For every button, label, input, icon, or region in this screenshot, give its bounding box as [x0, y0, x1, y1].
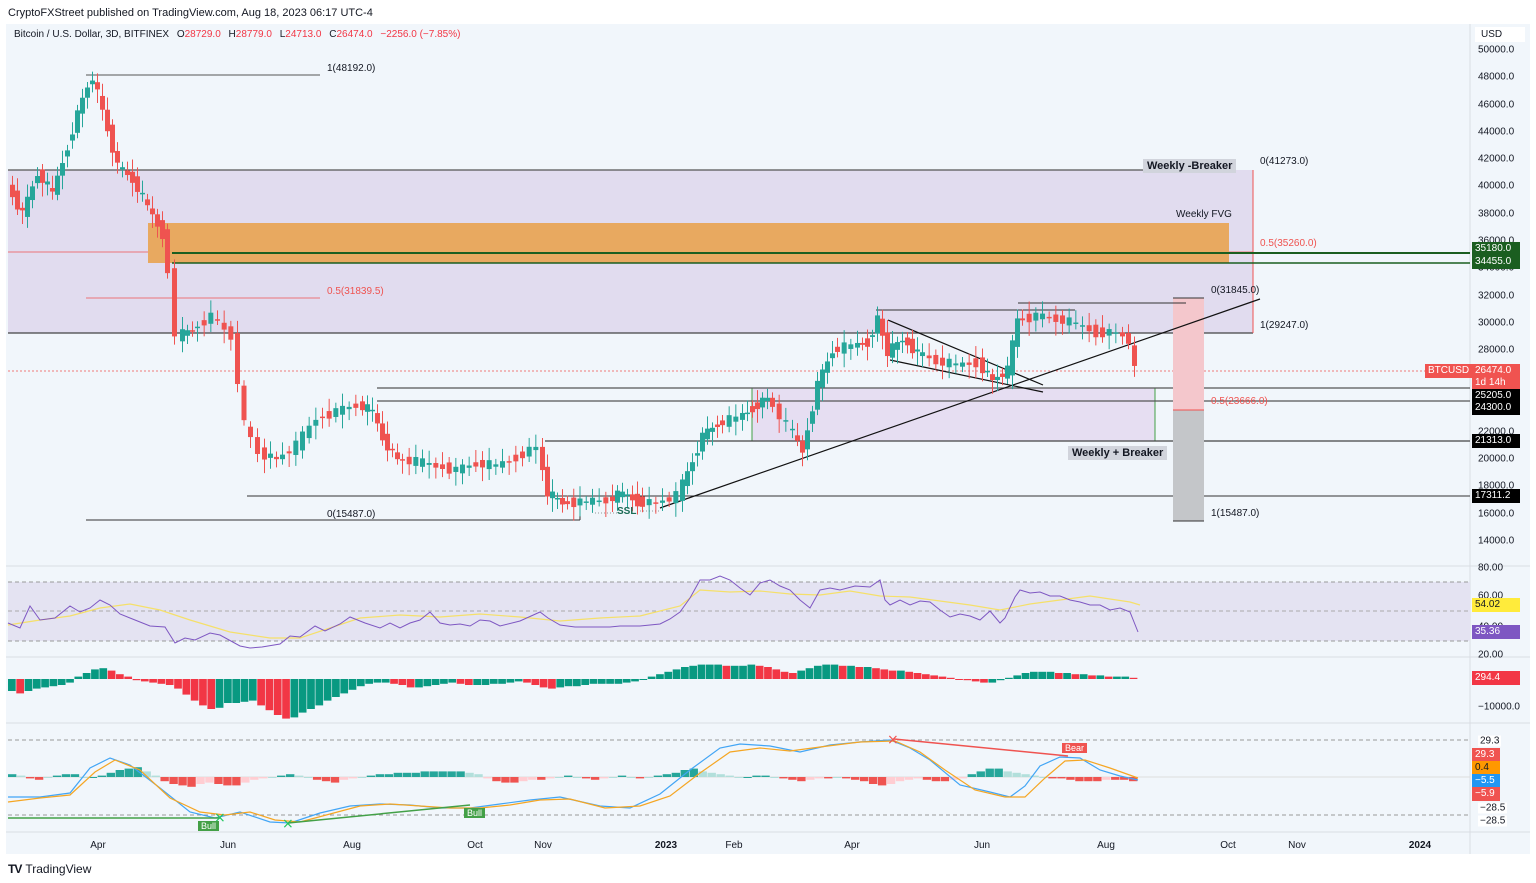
price-tick: 30000.0 [1478, 317, 1515, 329]
osc-tag: 29.3 [1472, 748, 1500, 762]
price-level-tag: 35180.0 [1472, 242, 1520, 256]
rsi-tick: 20.00 [1478, 649, 1504, 661]
close-value: 26474.0 [336, 29, 373, 40]
time-tick: Aug [343, 840, 361, 851]
osc-tag: 0.4 [1472, 761, 1500, 775]
ohlc-legend: Bitcoin / U.S. Dollar, 3D, BITFINEX O287… [14, 29, 461, 40]
osc-tick: −28.5 [1478, 802, 1508, 814]
change-value: −2256.0 (−7.85%) [380, 29, 461, 40]
open-value: 28729.0 [184, 29, 221, 40]
price-tick: 14000.0 [1478, 535, 1515, 547]
price-level-tag: 25205.0 [1472, 389, 1520, 403]
rsi-tick: 80.00 [1478, 562, 1504, 574]
weekly-neg-breaker-label: Weekly -Breaker [1143, 159, 1237, 173]
bull-label-2: Bull [464, 808, 486, 818]
price-tick: 40000.0 [1478, 180, 1515, 192]
tradingview-logo: TV TradingView [8, 862, 92, 876]
time-tick: Nov [1288, 840, 1306, 851]
svg-text:×: × [282, 816, 294, 832]
price-level-tag: 21313.0 [1472, 434, 1520, 448]
price-tick: 32000.0 [1478, 290, 1515, 301]
tradingview-icon: TV [8, 862, 22, 876]
time-tick: Nov [534, 840, 552, 851]
svg-text:×: × [214, 810, 226, 826]
price-tick: 36000.0 [1478, 235, 1515, 247]
osc-tag: −5.5 [1472, 774, 1500, 788]
high-value: 28779.0 [235, 29, 272, 40]
bear-label: Bear [1062, 743, 1088, 753]
fib-41273-label: 0(41273.0) [1260, 156, 1309, 167]
low-value: 24713.0 [285, 29, 322, 40]
ssl-label: SSL [617, 506, 637, 517]
fib-23666-label: 0.5(23666.0) [1211, 396, 1268, 407]
price-tick: 16000.0 [1478, 508, 1515, 520]
bull-label-1: Bull [198, 821, 220, 831]
time-tick: Apr [90, 840, 106, 851]
time-tick: Oct [1220, 840, 1236, 851]
hist-tick: −10000.0 [1478, 701, 1520, 713]
osc-tick: −28.5 [1478, 815, 1508, 827]
hist-tag: 294.4 [1472, 671, 1520, 685]
time-tick: Feb [725, 840, 743, 851]
osc-tick: 29.3 [1478, 735, 1502, 747]
price-tick: 44000.0 [1478, 126, 1515, 138]
time-tick: Jun [973, 840, 991, 851]
time-tick: 2024 [1408, 840, 1432, 851]
currency-label[interactable]: USD [1475, 27, 1525, 42]
price-tick: 28000.0 [1478, 344, 1515, 356]
fib-35260-label: 0.5(35260.0) [1260, 238, 1317, 249]
weekly-fvg-zone [148, 223, 1229, 263]
time-tick: 2023 [654, 840, 678, 851]
weekly-pos-breaker-label: Weekly + Breaker [1068, 446, 1168, 460]
fib-mid-left-label: 0.5(31839.5) [327, 286, 384, 297]
fib-top-label: 1(48192.0) [327, 63, 376, 74]
price-tick: 46000.0 [1478, 99, 1515, 111]
time-tick: Aug [1097, 840, 1115, 851]
price-tick: 20000.0 [1478, 453, 1515, 465]
price-tick: 38000.0 [1478, 208, 1515, 220]
osc-tag: −5.9 [1472, 787, 1500, 801]
weekly-fvg-label: Weekly FVG [1176, 209, 1232, 220]
publisher-line: CryptoFXStreet published on TradingView.… [8, 7, 373, 19]
price-tick: 50000.0 [1478, 44, 1515, 56]
fib-29247-label: 1(29247.0) [1260, 320, 1309, 331]
rsi-tag: 35.36 [1472, 625, 1520, 639]
symbol-tag: BTCUSD [1425, 364, 1473, 378]
time-tick: Jun [219, 840, 237, 851]
price-level-tag: 26474.0 [1472, 364, 1520, 378]
fib-31845-label: 0(31845.0) [1211, 285, 1260, 296]
price-level-tag: 1d 14h [1472, 376, 1520, 390]
time-tick: Oct [467, 840, 483, 851]
price-level-tag: 24300.0 [1472, 401, 1520, 415]
price-level-tag: 34455.0 [1472, 255, 1520, 269]
price-tick: 18000.0 [1478, 480, 1515, 492]
svg-text:×: × [887, 732, 899, 748]
price-tick: 48000.0 [1478, 71, 1515, 83]
fib-15487-label: 1(15487.0) [1211, 508, 1260, 519]
rsi-tick: 60.00 [1478, 590, 1504, 602]
price-level-tag: 17311.2 [1472, 489, 1520, 503]
time-tick: Apr [844, 840, 860, 851]
rsi-tag: 54.02 [1472, 598, 1520, 612]
fib-bottom-left-label: 0(15487.0) [327, 509, 376, 520]
symbol-name[interactable]: Bitcoin / U.S. Dollar, 3D, BITFINEX [14, 29, 170, 40]
price-tick: 42000.0 [1478, 153, 1515, 165]
price-tick: 22000.0 [1478, 426, 1515, 438]
